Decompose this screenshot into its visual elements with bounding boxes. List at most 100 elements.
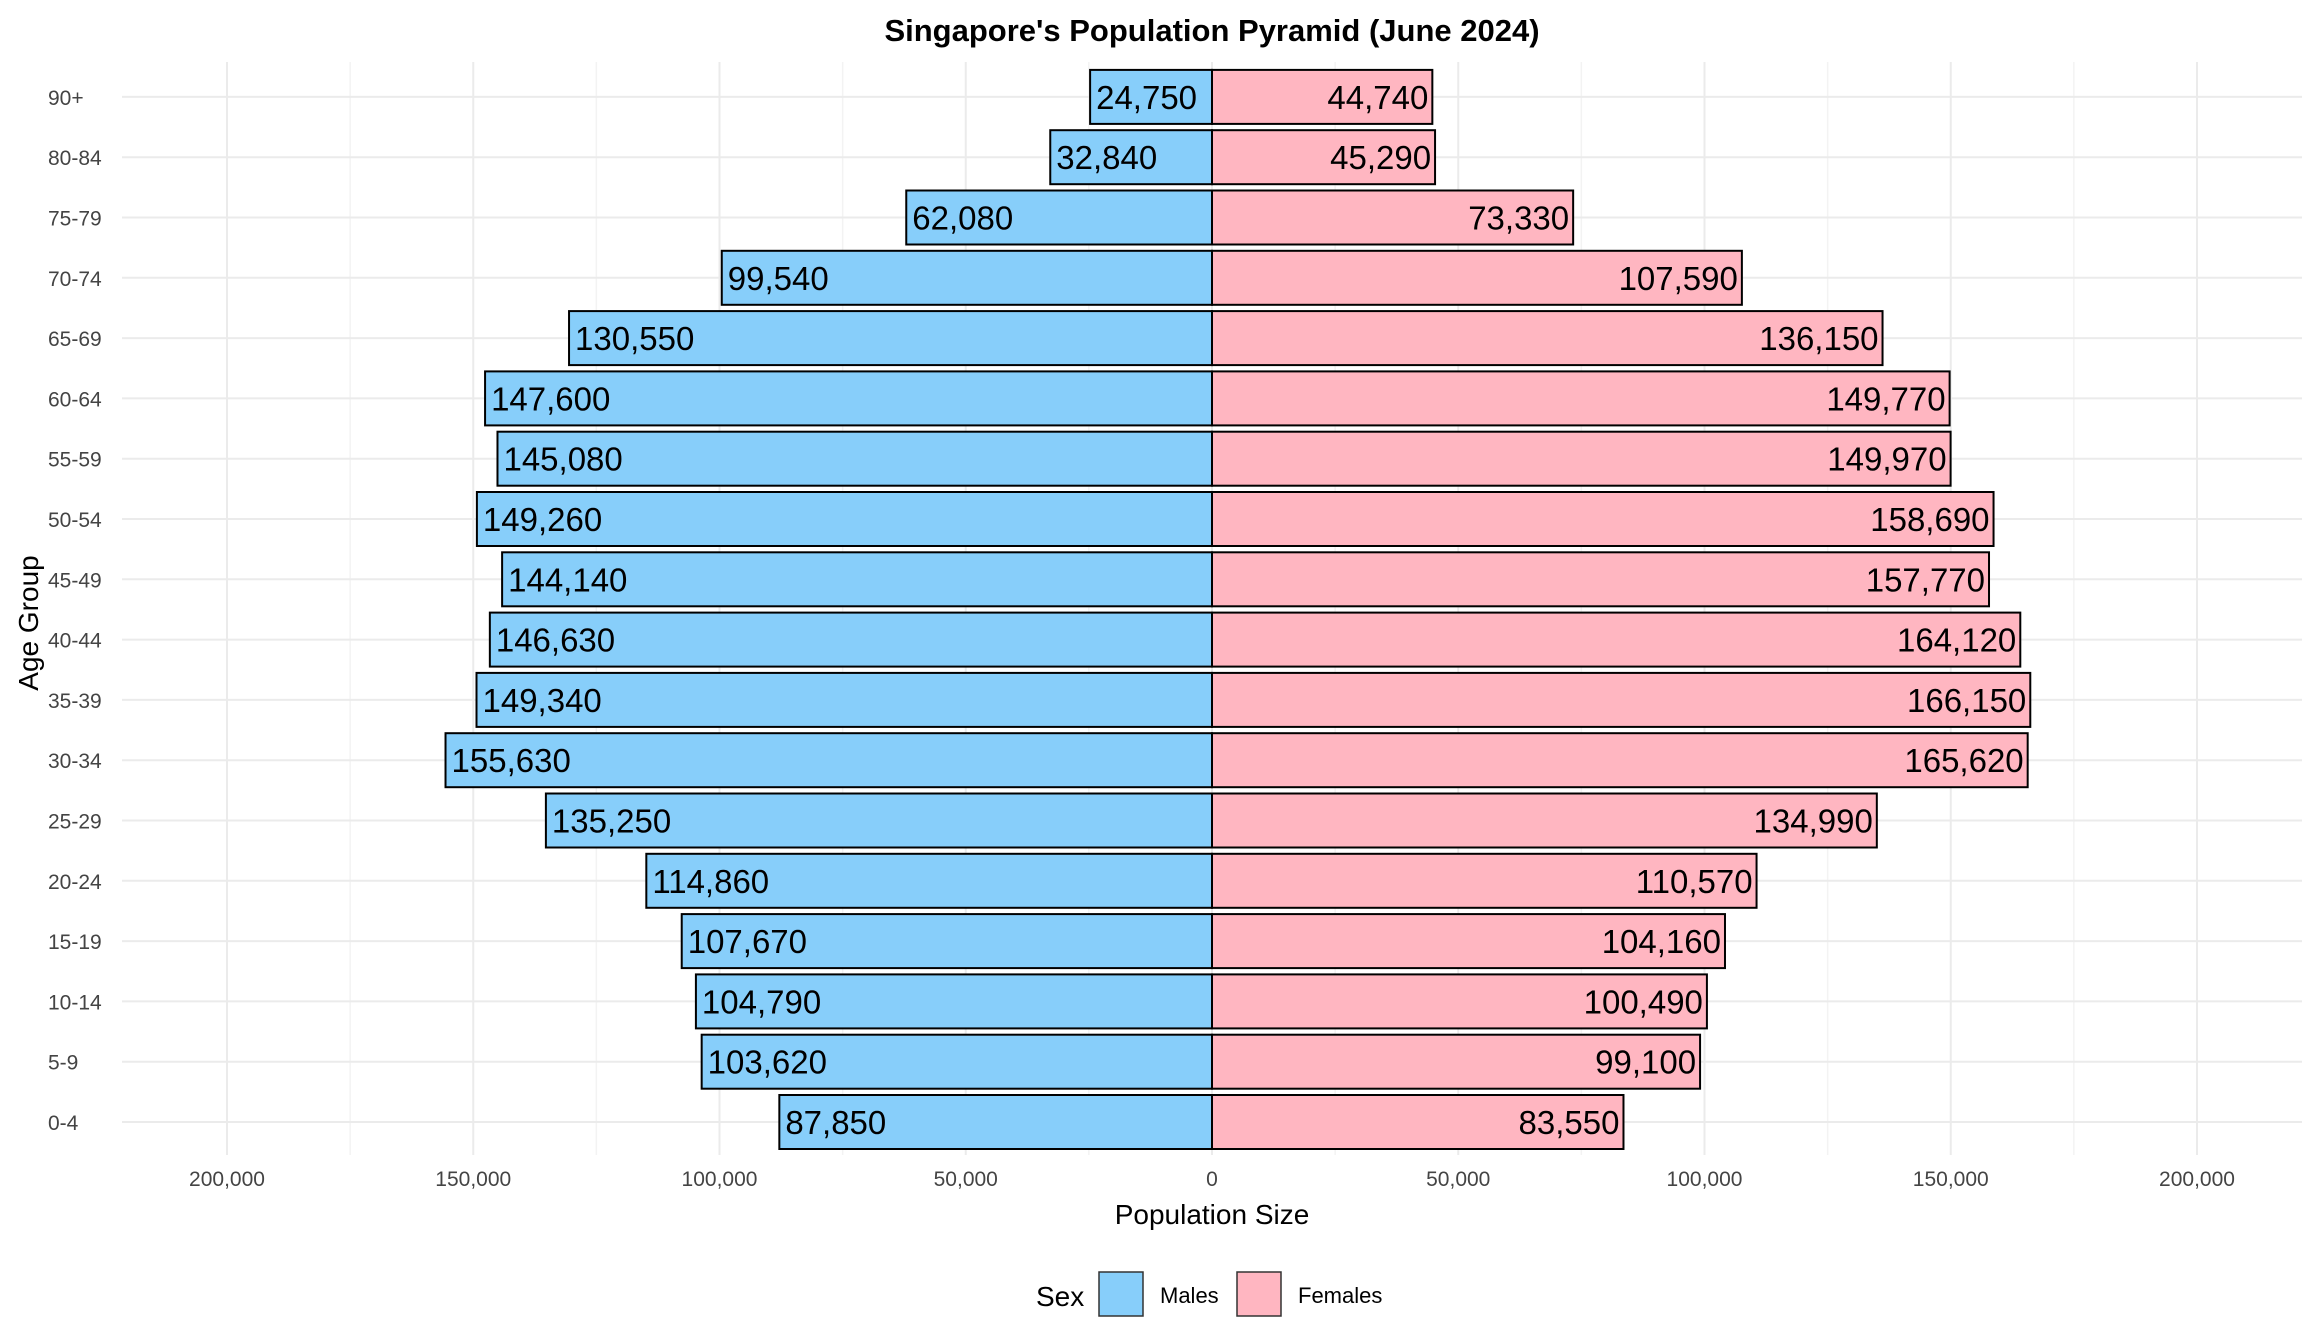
bar-label-females: 45,290 — [1330, 139, 1431, 176]
bar-label-males: 147,600 — [491, 380, 610, 417]
bar-females — [1211, 973, 1708, 1030]
bar-females — [1211, 310, 1884, 367]
bar-females — [1211, 732, 2029, 789]
bar-males — [905, 189, 1213, 246]
x-tick-label: 0 — [1206, 1168, 1218, 1191]
bar-label-females: 136,150 — [1759, 320, 1878, 357]
legend-swatch-females — [1236, 1271, 1282, 1317]
bar-label-males: 24,750 — [1096, 79, 1197, 116]
y-tick-label: 15-19 — [48, 931, 102, 954]
bar-label-males: 103,620 — [708, 1044, 827, 1081]
bar-females — [1211, 611, 2022, 668]
bar-males — [444, 732, 1213, 789]
bar-males — [544, 792, 1213, 849]
x-axis-ticks: 200,000 150,000 100,000 50,000 0 50,000 100,00… — [189, 1168, 2235, 1191]
bar-males — [645, 852, 1213, 909]
y-tick-label: 35-39 — [48, 690, 102, 713]
y-tick-label: 10-14 — [48, 991, 102, 1014]
bar-label-females: 104,160 — [1602, 923, 1721, 960]
bar-males — [488, 611, 1214, 668]
bar-label-males: 32,840 — [1056, 139, 1157, 176]
bar-label-males: 99,540 — [728, 260, 829, 297]
bar-females — [1211, 1033, 1702, 1090]
bar-labels: 87,850 83,550 103,620 99,100 104,790 100,490 1… — [452, 79, 2027, 1141]
bar-label-females: 149,970 — [1827, 441, 1946, 478]
bar-label-females: 99,100 — [1595, 1044, 1696, 1081]
bar-label-males: 114,860 — [652, 863, 769, 900]
bar-females — [1211, 68, 1434, 125]
legend-label-females: Females — [1298, 1283, 1382, 1308]
x-tick-label: 150,000 — [435, 1168, 511, 1191]
bar-males — [1049, 129, 1213, 186]
bar-males — [694, 973, 1213, 1030]
x-tick-label: 50,000 — [934, 1168, 998, 1191]
y-tick-label: 60-64 — [48, 388, 102, 411]
bar-label-males: 130,550 — [575, 320, 694, 357]
bar-label-females: 164,120 — [1897, 622, 2016, 659]
bar-label-males: 107,670 — [688, 923, 807, 960]
bar-label-males: 145,080 — [503, 441, 622, 478]
bar-label-males: 87,850 — [785, 1104, 886, 1141]
y-tick-label: 65-69 — [48, 328, 102, 351]
bar-females — [1211, 551, 1991, 608]
bar-males — [680, 913, 1213, 970]
y-tick-label: 90+ — [48, 87, 84, 110]
bar-males — [568, 310, 1213, 367]
bar-females — [1211, 430, 1952, 487]
y-tick-label: 20-24 — [48, 871, 102, 894]
y-tick-label: 40-44 — [48, 630, 102, 653]
legend-title: Sex — [1036, 1281, 1084, 1312]
bar-males — [501, 551, 1214, 608]
bars — [444, 68, 2032, 1150]
bar-males — [475, 491, 1214, 547]
y-tick-label: 70-74 — [48, 268, 102, 291]
y-axis-ticks: 0-4 5-9 10-14 15-19 20-24 25-29 30-34 35-39 40-4… — [48, 87, 102, 1135]
x-tick-label: 200,000 — [189, 1168, 265, 1191]
x-tick-label: 200,000 — [2159, 1168, 2235, 1191]
bar-label-females: 73,330 — [1468, 200, 1569, 237]
y-tick-label: 50-54 — [48, 509, 102, 532]
bar-females — [1211, 792, 1878, 849]
bar-females — [1211, 852, 1758, 909]
bar-label-males: 146,630 — [496, 622, 615, 659]
bar-females — [1211, 189, 1575, 246]
bar-females — [1211, 1094, 1625, 1150]
bar-label-males: 135,250 — [552, 803, 671, 840]
y-tick-label: 55-59 — [48, 449, 102, 472]
bar-males — [475, 671, 1213, 728]
bar-females — [1211, 671, 2032, 728]
x-tick-label: 150,000 — [1913, 1168, 1989, 1191]
bar-females — [1211, 370, 1951, 427]
bar-label-females: 149,770 — [1826, 380, 1945, 417]
bar-label-females: 157,770 — [1866, 561, 1985, 598]
y-tick-label: 45-49 — [48, 569, 102, 592]
bar-females — [1211, 129, 1437, 186]
x-tick-label: 100,000 — [682, 1168, 758, 1191]
x-axis-title: Population Size — [1115, 1199, 1310, 1230]
y-tick-label: 80-84 — [48, 147, 102, 170]
y-tick-label: 30-34 — [48, 750, 102, 773]
bar-label-males: 104,790 — [702, 983, 821, 1020]
bar-label-females: 44,740 — [1327, 79, 1428, 116]
chart-title: Singapore's Population Pyramid (June 202… — [884, 13, 1539, 48]
bar-males — [700, 1033, 1213, 1090]
y-tick-label: 0-4 — [48, 1112, 79, 1135]
bar-label-females: 165,620 — [1904, 742, 2023, 779]
bar-label-females: 166,150 — [1907, 682, 2026, 719]
bar-females — [1211, 913, 1726, 970]
bar-label-females: 107,590 — [1619, 260, 1738, 297]
x-tick-label: 50,000 — [1426, 1168, 1490, 1191]
x-tick-label: 100,000 — [1667, 1168, 1743, 1191]
bar-label-males: 149,340 — [483, 682, 602, 719]
bar-label-females: 158,690 — [1870, 501, 1989, 538]
bar-label-females: 134,990 — [1754, 803, 1873, 840]
y-tick-label: 5-9 — [48, 1052, 78, 1075]
bar-label-females: 100,490 — [1584, 983, 1703, 1020]
bar-label-males: 149,260 — [483, 501, 602, 538]
bar-label-males: 62,080 — [912, 200, 1013, 237]
y-tick-label: 25-29 — [48, 811, 102, 834]
bar-label-males: 155,630 — [452, 742, 571, 779]
legend-swatch-males — [1098, 1271, 1144, 1317]
